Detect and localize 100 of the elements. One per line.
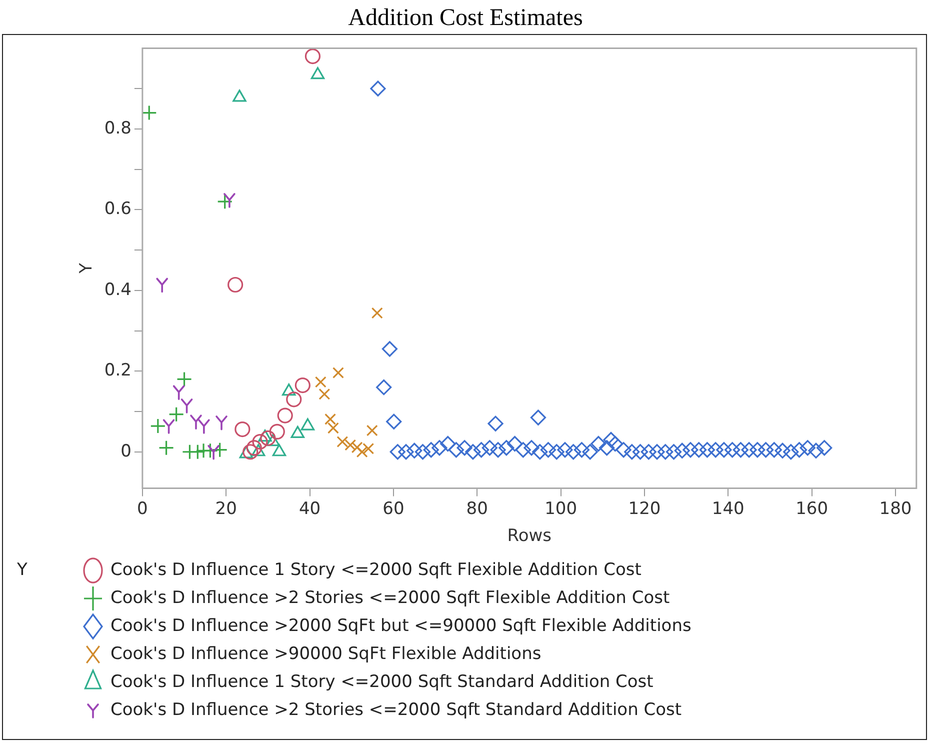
point	[232, 90, 246, 102]
point	[474, 442, 490, 458]
point	[376, 379, 392, 396]
point	[344, 439, 356, 451]
point	[432, 440, 448, 456]
point	[616, 442, 632, 458]
point	[741, 442, 757, 458]
point	[190, 444, 206, 460]
point	[371, 307, 383, 319]
point	[498, 440, 514, 456]
point	[390, 444, 406, 460]
x-tick-label: 40	[298, 498, 321, 519]
x-tick-label: 60	[382, 498, 404, 519]
point	[557, 442, 573, 458]
point	[212, 442, 228, 458]
point	[332, 367, 344, 378]
x-tick-label: 120	[628, 498, 661, 519]
legend-label: Cook's D Influence >2 Stories <=2000 Sqft Flexible Addition Cost	[110, 588, 670, 608]
point	[548, 444, 564, 460]
point	[440, 436, 456, 452]
x-tick-label: 20	[215, 498, 237, 519]
point	[286, 392, 302, 408]
point	[566, 444, 582, 460]
y-tick-label: 0	[120, 441, 132, 462]
point	[699, 442, 716, 458]
point	[423, 442, 439, 458]
point	[465, 444, 481, 460]
y-tick-label: 0.2	[104, 360, 132, 381]
point	[228, 276, 244, 293]
point	[406, 442, 422, 458]
point	[456, 440, 472, 456]
point	[649, 444, 665, 460]
point	[691, 442, 707, 458]
legend-title: Y	[16, 560, 28, 580]
point	[515, 442, 531, 458]
y-tick-label: 0.6	[104, 199, 132, 220]
point	[732, 442, 748, 458]
point	[750, 442, 766, 458]
y-tick-label: 0.4	[104, 280, 132, 300]
point	[603, 432, 619, 448]
point	[666, 444, 682, 460]
x-axis-title: Rows	[507, 526, 552, 546]
x-tick-label: 80	[466, 498, 488, 519]
point	[506, 436, 523, 452]
point	[198, 419, 210, 434]
point	[318, 388, 330, 400]
point	[224, 193, 236, 208]
point	[277, 408, 293, 424]
point	[351, 442, 363, 454]
point	[370, 80, 386, 96]
legend-label: Cook's D Influence >2 Stories <=2000 Sqft Standard Addition Cost	[110, 700, 682, 720]
point	[362, 442, 374, 454]
point	[599, 440, 615, 456]
point	[448, 442, 464, 458]
point	[624, 444, 640, 460]
point	[791, 442, 808, 458]
point	[632, 444, 648, 460]
point	[758, 442, 774, 458]
point	[246, 440, 262, 456]
point	[260, 430, 276, 446]
y-tick-label: 0.8	[104, 118, 132, 138]
point	[530, 410, 546, 426]
point	[674, 442, 690, 458]
chart-title: Addition Cost Estimates	[347, 4, 584, 33]
point	[540, 442, 556, 458]
point	[682, 442, 698, 458]
point	[216, 416, 228, 430]
point	[414, 444, 431, 460]
point	[658, 444, 674, 460]
point	[234, 421, 250, 438]
point	[142, 104, 157, 121]
point	[304, 48, 321, 64]
x-tick-label: 140	[712, 498, 744, 519]
point	[582, 444, 598, 460]
point	[356, 446, 368, 458]
point	[156, 278, 168, 293]
point	[490, 442, 506, 458]
point	[242, 444, 258, 460]
point	[150, 418, 166, 434]
point	[158, 440, 174, 456]
point	[314, 376, 326, 388]
point	[382, 341, 398, 357]
x-tick-label: 100	[544, 498, 578, 519]
point	[398, 444, 414, 460]
point	[310, 67, 325, 80]
legend-label: Cook's D Influence 1 Story <=2000 Sqft Standard Addition Cost	[110, 672, 654, 692]
point	[574, 442, 590, 458]
point	[724, 442, 740, 458]
point	[524, 440, 540, 456]
point	[190, 414, 202, 430]
point	[774, 442, 790, 458]
x-tick-label: 160	[796, 498, 828, 519]
x-tick-label: 0	[137, 498, 148, 519]
point	[366, 424, 378, 436]
legend-label: Cook's D Influence 1 Story <=2000 Sqft Flexible Addition Cost	[110, 560, 642, 580]
point	[162, 419, 175, 434]
point	[716, 442, 732, 458]
point	[336, 436, 348, 448]
point	[640, 444, 656, 460]
point	[294, 377, 310, 394]
